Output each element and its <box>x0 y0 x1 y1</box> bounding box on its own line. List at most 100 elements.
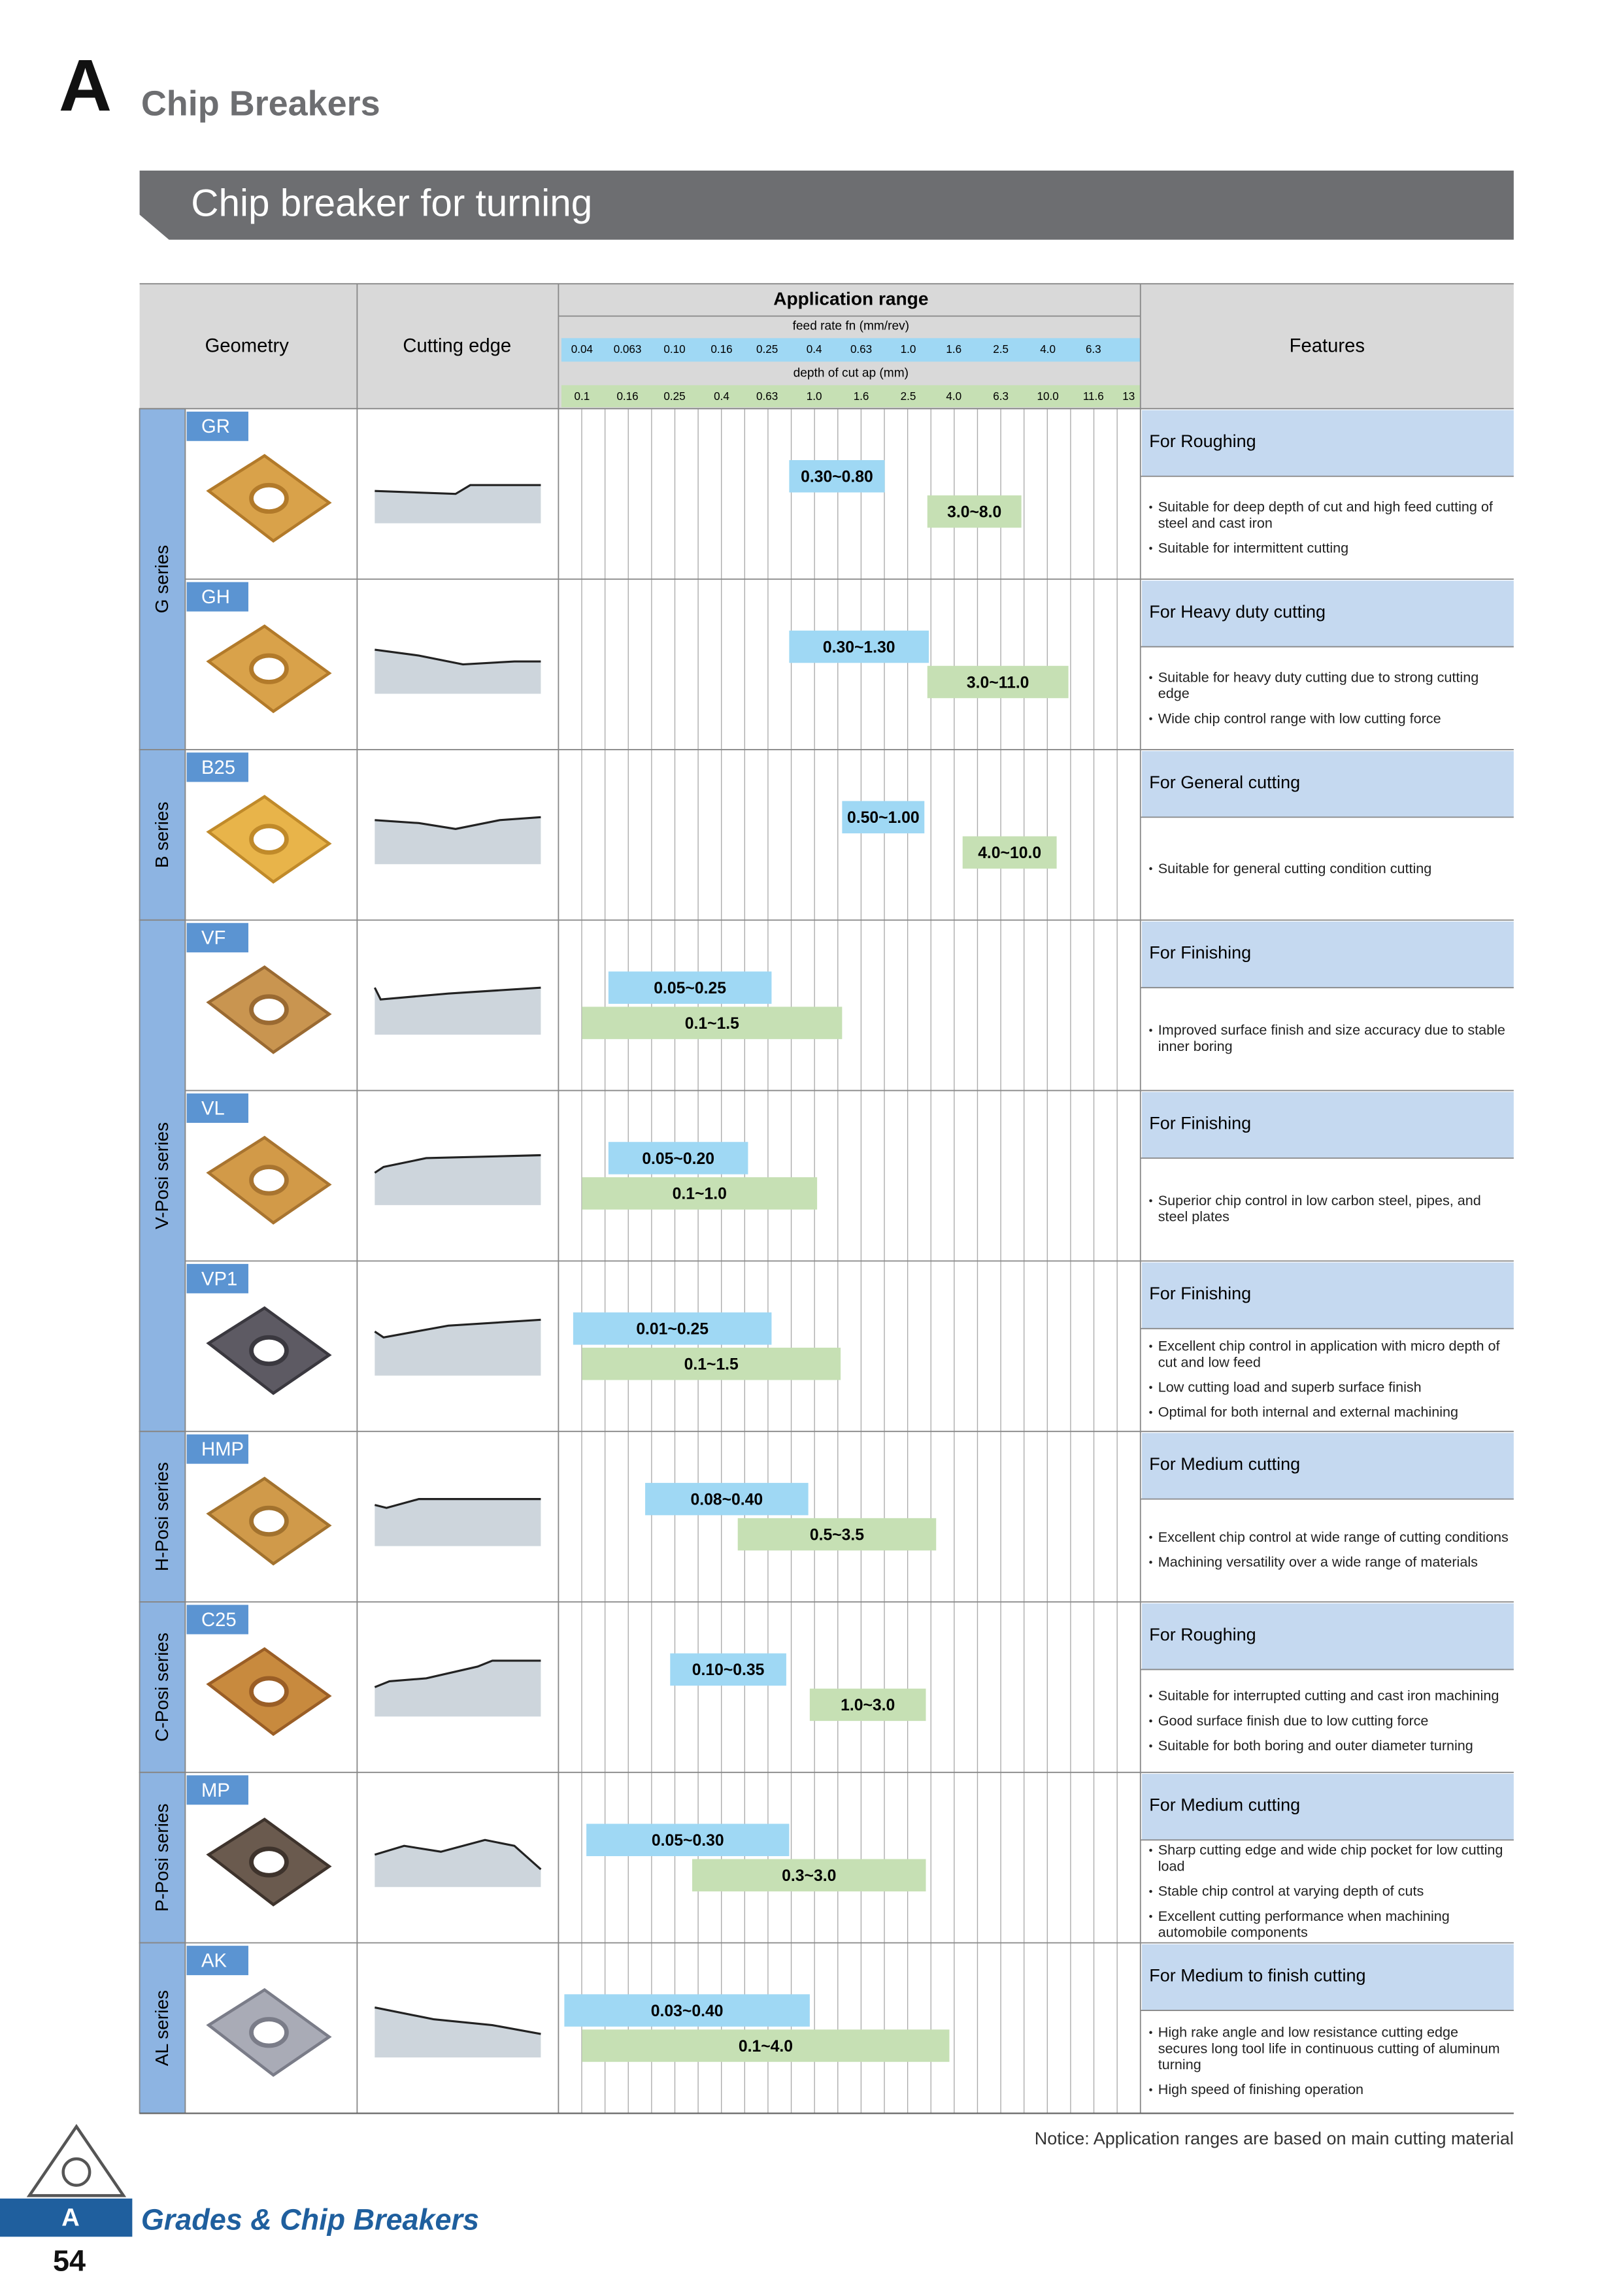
breaker-name: VF <box>201 928 226 949</box>
feature-bullets: Improved surface finish and size accurac… <box>1141 988 1514 1090</box>
depth-label: depth of cut ap (mm) <box>794 366 909 380</box>
feed-tick: 0.4 <box>807 343 822 356</box>
feed-band <box>561 338 1141 362</box>
edge-line <box>375 816 541 830</box>
depth-tick: 0.4 <box>714 390 729 403</box>
feed-range: 0.08~0.40 <box>691 1491 763 1508</box>
edge-profile <box>375 1499 541 1546</box>
breaker-tag <box>186 1263 248 1293</box>
depth-range-bar <box>582 1348 841 1380</box>
feature-item: Machining versatility over a wide range … <box>1149 1555 1511 1571</box>
footer-section: Grades & Chip Breakers <box>141 2203 479 2237</box>
insert-hole <box>249 1676 289 1707</box>
edge-profile <box>375 1660 541 1717</box>
insert-hole <box>249 1505 289 1537</box>
feature-list: Improved surface finish and size accurac… <box>1141 988 1514 1090</box>
feature-item: Sharp cutting edge and wide chip pocket … <box>1149 1842 1511 1874</box>
depth-range-bar <box>582 1177 818 1210</box>
depth-range-bar <box>809 1688 926 1722</box>
feed-range-bar <box>842 801 925 834</box>
edge-profile <box>375 1155 541 1205</box>
feature-item: Low cutting load and superb surface fini… <box>1149 1380 1511 1396</box>
feed-range: 0.05~0.20 <box>642 1150 714 1168</box>
edge-line <box>375 2006 541 2035</box>
depth-tick: 2.5 <box>901 390 916 403</box>
breaker-tag <box>186 1434 248 1464</box>
chapter-title: Chip Breakers <box>141 84 380 123</box>
breaker-name: B25 <box>201 757 235 778</box>
feature-list: Excellent chip control in application wi… <box>1141 1329 1514 1431</box>
insert-hole <box>249 2017 289 2048</box>
feed-range: 0.30~1.30 <box>823 639 895 656</box>
feature-item: Improved surface finish and size accurac… <box>1149 1023 1511 1056</box>
insert-hole <box>249 482 289 514</box>
depth-tick: 1.6 <box>854 390 869 403</box>
series-name: P-Posi series <box>152 1803 172 1911</box>
feature-title-band <box>1142 1262 1514 1329</box>
header-application-range: Application range <box>773 288 928 308</box>
feature-item: Suitable for heavy duty cutting due to s… <box>1149 669 1511 702</box>
feature-list: Suitable for interrupted cutting and cas… <box>1149 1688 1499 1754</box>
breaker-name: GH <box>201 587 230 608</box>
edge-profile <box>375 1320 541 1376</box>
feed-range-bar <box>608 971 772 1004</box>
notice: Notice: Application ranges are based on … <box>1035 2129 1514 2148</box>
feature-bullets: Excellent chip control in application wi… <box>1141 1329 1514 1431</box>
edge-profile <box>375 988 541 1035</box>
insert-hole <box>249 824 289 855</box>
breaker-name: VL <box>201 1099 225 1120</box>
feed-range-bar <box>789 630 929 663</box>
feature-title-band <box>1142 1774 1514 1840</box>
feature-item: Excellent chip control at wide range of … <box>1149 1530 1511 1546</box>
breaker-tag <box>186 1605 248 1635</box>
depth-range: 0.1~4.0 <box>739 2038 793 2055</box>
depth-range: 0.1~1.0 <box>673 1186 727 1203</box>
depth-tick: 10.0 <box>1037 390 1058 403</box>
feed-range: 0.30~0.80 <box>801 469 873 486</box>
depth-tick: 0.25 <box>663 390 685 403</box>
feed-tick: 0.10 <box>663 343 685 356</box>
feature-list: Sharp cutting edge and wide chip pocket … <box>1149 1842 1511 1940</box>
edge-profile <box>375 2007 541 2058</box>
breaker-tag <box>186 582 248 612</box>
feed-range-bar <box>789 459 885 493</box>
depth-range-bar <box>582 1007 843 1039</box>
depth-tick: 0.1 <box>574 390 590 403</box>
footer-tab <box>0 2198 133 2237</box>
feed-tick: 6.3 <box>1086 343 1101 356</box>
depth-tick: 0.63 <box>756 390 778 403</box>
feature-list: Excellent chip control at wide range of … <box>1141 1499 1514 1602</box>
header-geometry: Geometry <box>205 336 290 357</box>
feed-tick: 0.63 <box>850 343 872 356</box>
feed-range-bar <box>564 1994 810 2027</box>
breaker-tag <box>186 752 248 782</box>
feature-bullets: High rake angle and low resistance cutti… <box>1141 2010 1514 2113</box>
depth-range: 1.0~3.0 <box>841 1697 895 1714</box>
feature-bullets: Suitable for heavy duty cutting due to s… <box>1141 647 1514 750</box>
feature-title: For Finishing <box>1149 1113 1251 1133</box>
feed-range: 0.03~0.40 <box>651 2003 724 2020</box>
feature-item: Suitable for general cutting condition c… <box>1149 861 1511 876</box>
series-name: G series <box>152 545 172 614</box>
feature-list: Suitable for deep depth of cut and high … <box>1149 499 1511 556</box>
series-name: C-Posi series <box>152 1633 172 1742</box>
feed-tick: 0.063 <box>614 343 642 356</box>
feed-range: 0.05~0.25 <box>654 980 726 997</box>
depth-range: 3.0~11.0 <box>967 674 1029 691</box>
feed-tick: 1.6 <box>946 343 961 356</box>
depth-range-bar <box>692 1859 926 1891</box>
breaker-name: C25 <box>201 1610 237 1631</box>
feature-bullets: Excellent chip control at wide range of … <box>1141 1499 1514 1602</box>
feed-range: 0.10~0.35 <box>692 1661 765 1679</box>
feature-title: For Finishing <box>1149 1284 1251 1303</box>
table-body: 0.04 0.063 0.10 0.16 0.25 0.4 0.63 1.0 1.6 2.5 4.0… <box>139 343 1514 2114</box>
feed-range: 0.05~0.30 <box>652 1832 724 1850</box>
feature-item: Optimal for both internal and external m… <box>1149 1405 1511 1421</box>
insert-hole <box>249 994 289 1025</box>
feature-item: Suitable for intermittent cutting <box>1149 541 1511 556</box>
depth-range: 0.5~3.5 <box>810 1526 864 1544</box>
breaker-name: AK <box>201 1951 227 1972</box>
feed-range-bar <box>608 1142 748 1174</box>
